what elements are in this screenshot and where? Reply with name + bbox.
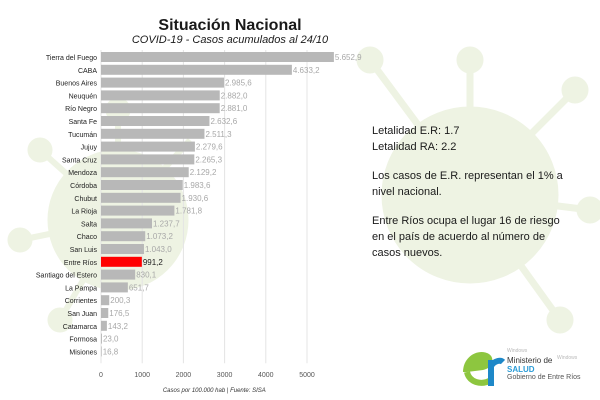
bar xyxy=(101,141,195,152)
data-label: 200,3 xyxy=(110,296,131,305)
data-label: 1.983,6 xyxy=(184,181,211,190)
bar xyxy=(101,244,144,254)
chart-title: Situación Nacional xyxy=(158,17,302,34)
category-label: Misiones xyxy=(69,349,97,356)
letalidad-er-text: Letalidad E.R: 1.7 xyxy=(372,125,460,137)
data-label: 2.985,6 xyxy=(225,79,252,88)
category-label: Río Negro xyxy=(65,106,97,113)
bar xyxy=(101,295,110,306)
data-label: 5.652,9 xyxy=(335,53,362,62)
chart-subtitle: COVID-19 - Casos acumulados al 24/10 xyxy=(131,34,329,46)
x-tick-label: 0 xyxy=(99,372,103,379)
bar xyxy=(101,64,292,75)
logo-small-text: Windows xyxy=(507,348,528,354)
ministerio-salud-logo: Windows Windows Ministerio de SALUD Gobi… xyxy=(457,342,597,397)
category-label: Salta xyxy=(81,221,97,228)
category-label: San Juan xyxy=(67,311,97,318)
data-label: 1.237,7 xyxy=(153,219,180,228)
bar xyxy=(101,77,225,88)
data-label: 16,8 xyxy=(103,347,119,356)
bar xyxy=(101,52,334,62)
category-label: Jujuy xyxy=(81,145,98,152)
category-label: La Pampa xyxy=(65,285,97,292)
bar xyxy=(101,90,220,101)
x-tick-label: 5000 xyxy=(299,372,315,379)
category-label: Chaco xyxy=(77,234,97,241)
bar xyxy=(101,154,195,165)
bar xyxy=(101,333,102,344)
bar xyxy=(101,346,102,357)
x-tick-label: 1000 xyxy=(134,372,150,379)
bar xyxy=(101,320,107,331)
bar xyxy=(101,282,128,293)
er-logo-icon xyxy=(463,352,506,386)
category-label: Formosa xyxy=(69,337,97,344)
category-label: Buenos Aires xyxy=(56,81,98,88)
data-label: 2.129,2 xyxy=(190,168,217,177)
logo-small-text-2: Windows xyxy=(557,355,578,361)
category-label: Tierra del Fuego xyxy=(46,55,97,62)
info-panel: Letalidad E.R: 1.7 Letalidad RA: 2.2 Los… xyxy=(372,123,572,261)
category-label: La Rioja xyxy=(71,209,97,216)
bar xyxy=(101,192,181,203)
data-label: 1.043,0 xyxy=(145,245,172,254)
category-label: Catamarca xyxy=(63,324,97,331)
x-tick-label: 4000 xyxy=(258,372,274,379)
riesgo-ranking-text: Entre Ríos ocupa el lugar 16 de riesgo e… xyxy=(372,215,560,259)
category-label: Santa Cruz xyxy=(62,157,98,164)
bar xyxy=(101,218,152,229)
data-label: 651,7 xyxy=(129,283,150,292)
bar xyxy=(101,103,220,114)
data-label: 1.781,8 xyxy=(175,207,202,216)
data-label: 1.073,2 xyxy=(146,232,173,241)
data-label: 2.632,6 xyxy=(210,117,237,126)
category-label: Corrientes xyxy=(65,298,98,305)
category-label: San Luis xyxy=(70,247,98,254)
data-label: 991,2 xyxy=(143,258,164,267)
category-label: Mendoza xyxy=(68,170,97,177)
data-label: 176,5 xyxy=(109,309,130,318)
category-label: Chubut xyxy=(74,196,97,203)
logo-gobierno: Gobierno de Entre Ríos xyxy=(507,374,581,381)
data-label: 2.511,3 xyxy=(205,130,232,139)
bar xyxy=(101,116,210,126)
data-label: 2.279,6 xyxy=(196,143,223,152)
data-label: 2.881,0 xyxy=(221,104,248,113)
x-tick-label: 2000 xyxy=(176,372,192,379)
logo-ministry: Ministerio de xyxy=(507,356,553,365)
category-label: Tucumán xyxy=(68,132,97,139)
bar xyxy=(101,256,142,267)
category-label: Santa Fe xyxy=(69,119,98,126)
letalidad-ra-text: Letalidad RA: 2.2 xyxy=(372,141,457,153)
category-label: Entre Ríos xyxy=(64,260,98,267)
category-label: Neuquén xyxy=(69,93,98,100)
category-label: Córdoba xyxy=(70,183,97,190)
bar xyxy=(101,231,146,242)
logo-salud: SALUD xyxy=(507,365,535,374)
data-label: 23,0 xyxy=(103,335,119,344)
category-label: Santiago del Estero xyxy=(36,273,97,280)
bar xyxy=(101,180,183,190)
data-label: 2.882,0 xyxy=(221,91,248,100)
data-label: 2.265,3 xyxy=(195,155,222,164)
bar xyxy=(101,205,175,216)
data-label: 143,2 xyxy=(108,322,129,331)
bar xyxy=(101,128,205,139)
data-label: 4.633,2 xyxy=(293,66,320,75)
bar xyxy=(101,269,136,280)
bar xyxy=(101,167,189,178)
bar xyxy=(101,308,109,318)
x-axis-title: Casos por 100.000 hab | Fuente: SISA xyxy=(163,388,266,394)
data-label: 830,1 xyxy=(136,271,157,280)
casos-porcentaje-text: Los casos de E.R. representan el 1% a ni… xyxy=(372,170,563,198)
x-tick-label: 3000 xyxy=(217,372,233,379)
category-label: CABA xyxy=(78,68,97,75)
data-label: 1.930,6 xyxy=(182,194,209,203)
